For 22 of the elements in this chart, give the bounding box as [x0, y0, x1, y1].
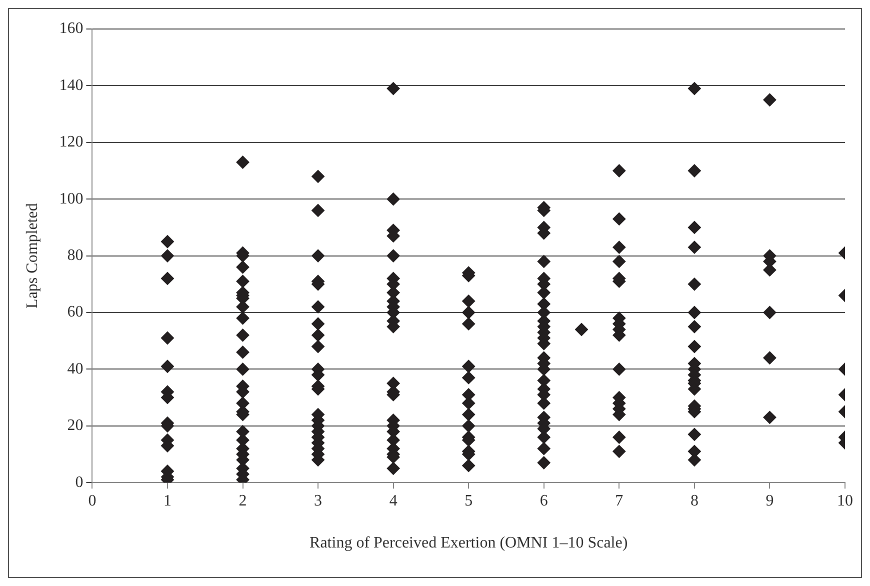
x-tick-label: 7	[615, 492, 624, 510]
y-tick-label: 160	[59, 20, 84, 38]
x-axis-title: Rating of Perceived Exertion (OMNI 1–10 Scale)	[310, 534, 628, 552]
y-tick-label: 40	[67, 360, 84, 378]
x-tick-label: 3	[314, 492, 322, 510]
y-tick-label: 100	[59, 190, 84, 208]
y-tick-label: 20	[67, 417, 84, 434]
y-tick-label: 120	[59, 134, 84, 151]
y-tick-label: 80	[67, 247, 84, 264]
x-tick-label: 6	[540, 492, 548, 510]
y-axis-title: Laps Completed	[24, 203, 41, 308]
x-tick-label: 1	[163, 492, 172, 510]
y-tick-label: 60	[67, 304, 84, 321]
y-tick-label: 140	[59, 76, 84, 94]
y-tick-label: 0	[75, 474, 84, 491]
x-tick-label: 9	[766, 492, 774, 510]
x-tick-label: 8	[690, 492, 698, 510]
x-tick-label: 2	[238, 492, 247, 510]
x-tick-label: 4	[389, 492, 398, 510]
x-tick-label: 0	[88, 492, 96, 510]
x-tick-label: 10	[837, 492, 853, 510]
x-tick-label: 5	[464, 492, 473, 510]
